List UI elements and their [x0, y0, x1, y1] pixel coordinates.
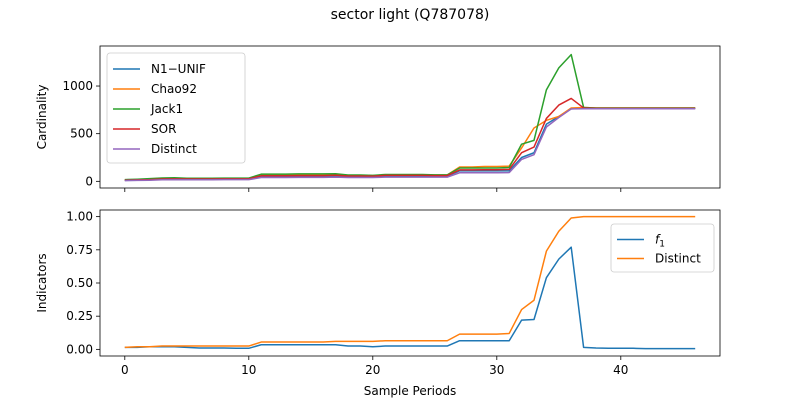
x-tick-label: 40 — [613, 363, 628, 377]
y-tick-label: 0.75 — [66, 243, 93, 257]
x-tick-label: 0 — [121, 363, 129, 377]
legend: N1−UNIF Chao92 Jack1 SOR Distinct — [106, 52, 246, 164]
y-tick-label: 1000 — [62, 79, 93, 93]
x-tick-label: 10 — [241, 363, 256, 377]
legend-label: Distinct — [151, 142, 197, 156]
y-tick-label: 0.50 — [66, 276, 93, 290]
y-axis-label: Indicators — [35, 253, 49, 312]
legend-label: Distinct — [655, 252, 701, 266]
legend-label: f1 — [655, 233, 665, 250]
legend-label: SOR — [151, 122, 176, 136]
series-group — [124, 53, 696, 182]
legend-label: N1−UNIF — [151, 62, 206, 76]
indicators-panel: 0 10 20 30 40 0.00 0.25 0.50 0.75 1.00 Indicators f… — [35, 209, 721, 377]
legend-frame — [106, 52, 246, 164]
y-tick-label: 0.25 — [66, 309, 93, 323]
axes-frame — [99, 45, 721, 189]
series-line-1 — [124, 215, 696, 349]
series-line-0 — [124, 246, 696, 350]
y-tick-label: 500 — [70, 127, 93, 141]
y-tick-label: 1.00 — [66, 210, 93, 224]
legend-label: Chao92 — [151, 82, 197, 96]
y-tick-label: 0.00 — [66, 342, 93, 356]
legend-label: Jack1 — [150, 102, 183, 116]
y-axis-label: Cardinality — [35, 85, 49, 150]
series-group — [124, 215, 696, 350]
cardinality-panel: 0 500 1000 Cardinality N1−UNIF Chao92 Jack1 SOR… — [35, 45, 721, 192]
series-line-4 — [124, 107, 696, 182]
y-tick-label: 0 — [85, 174, 93, 188]
x-tick-label: 30 — [489, 363, 504, 377]
legend-frame — [610, 223, 715, 273]
x-axis-label: Sample Periods — [364, 384, 456, 398]
figure-title: sector light (Q787078) — [331, 7, 490, 23]
legend: f1 Distinct — [610, 223, 715, 273]
x-tick-label: 20 — [365, 363, 380, 377]
